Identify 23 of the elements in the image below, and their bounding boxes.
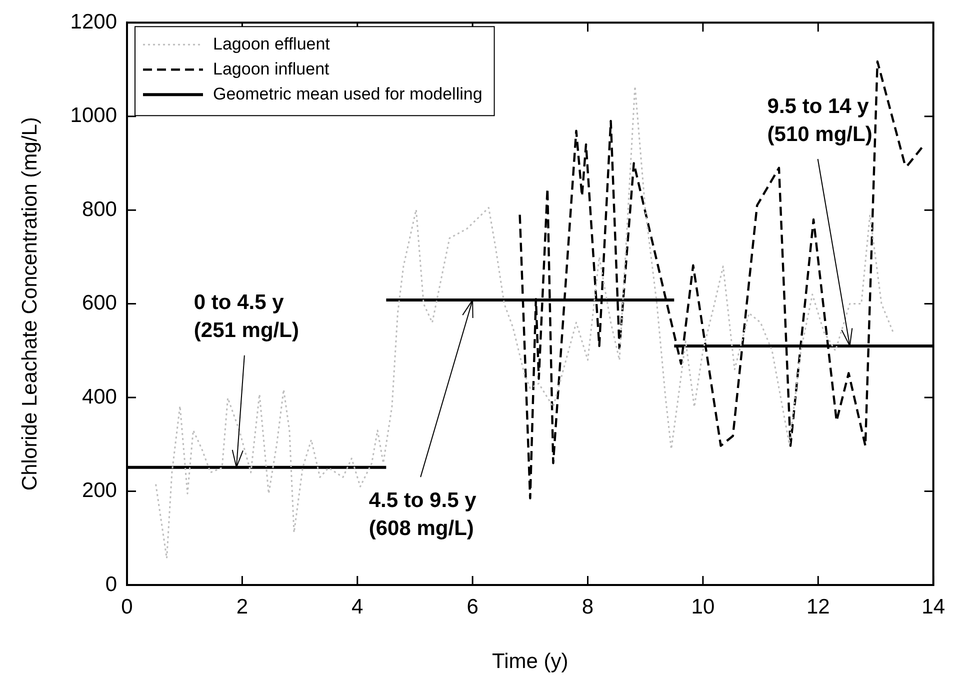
y-axis-title: Chloride Leachate Concentration (mg/L)	[18, 117, 42, 491]
x-tick-label: 0	[121, 595, 133, 618]
y-tick-label: 600	[82, 292, 117, 315]
y-tick-label: 0	[105, 572, 117, 596]
y-tick-label: 400	[82, 385, 117, 408]
y-tick-label: 800	[82, 198, 117, 221]
x-tick-label: 8	[582, 595, 594, 618]
x-tick-label: 4	[352, 595, 364, 618]
x-tick-label: 10	[691, 595, 715, 618]
x-tick-label: 14	[922, 595, 946, 618]
x-axis-title: Time (y)	[492, 650, 568, 674]
y-tick-label: 1000	[70, 104, 117, 128]
x-tick-label: 6	[466, 595, 478, 618]
y-tick-label: 1200	[70, 10, 117, 34]
legend-label: Lagoon effluent	[213, 34, 330, 54]
annotation: 4.5 to 9.5 y (608 mg/L)	[368, 488, 477, 540]
legend-label: Geometric mean used for modelling	[213, 84, 482, 104]
annotation: 9.5 to 14 y (510 mg/L)	[767, 94, 872, 146]
annotation: 0 to 4.5 y (251 mg/L)	[194, 291, 299, 342]
x-tick-label: 12	[806, 595, 830, 618]
x-tick-label: 2	[236, 595, 248, 618]
legend-label: Lagoon influent	[213, 59, 330, 78]
y-tick-label: 200	[82, 479, 117, 502]
